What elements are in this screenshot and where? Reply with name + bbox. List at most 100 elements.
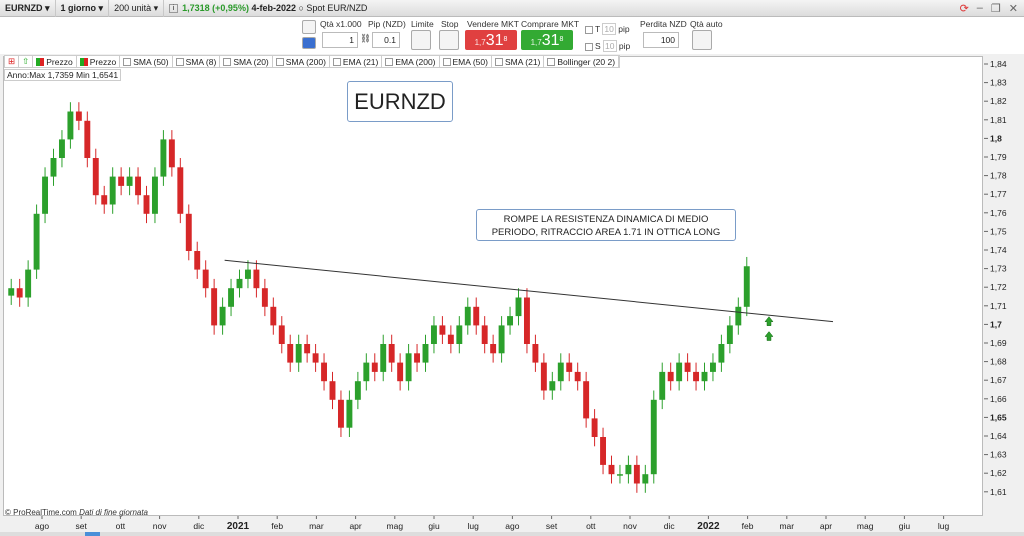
x-tick-label: giu xyxy=(428,521,440,531)
candle xyxy=(616,474,623,476)
indicator-price-1[interactable]: Prezzo xyxy=(33,56,77,67)
s-checkbox[interactable] xyxy=(585,42,593,51)
x-tick-label: mag xyxy=(857,521,874,531)
restore-icon[interactable]: ❐ xyxy=(990,3,1001,15)
loss-input[interactable]: 100 xyxy=(643,32,679,48)
candle xyxy=(743,266,750,307)
candle xyxy=(447,334,454,344)
timeframe: 1 giorno xyxy=(60,3,97,13)
keyboard-icon[interactable] xyxy=(302,37,316,49)
link-icon[interactable]: ⛓ xyxy=(360,33,371,43)
candle xyxy=(591,418,598,437)
candle xyxy=(422,344,429,363)
close-icon[interactable]: ✕ xyxy=(1008,3,1018,15)
trendline xyxy=(224,259,834,323)
candle xyxy=(312,353,319,363)
indicator-sma200[interactable]: SMA (200) xyxy=(273,56,330,67)
indicator-sma21[interactable]: SMA (21) xyxy=(492,56,545,67)
candle xyxy=(481,325,488,344)
sell-button[interactable]: 1,7318 xyxy=(465,30,517,50)
candle xyxy=(219,306,226,326)
candle xyxy=(557,362,564,382)
candle xyxy=(143,195,150,214)
y-tick-label: 1,74 xyxy=(990,245,1007,255)
y-tick-label: 1,83 xyxy=(990,78,1007,88)
sell-label: Vendere MKT xyxy=(467,19,519,29)
indicator-ema200[interactable]: EMA (200) xyxy=(382,56,440,67)
candle xyxy=(151,176,158,214)
candle xyxy=(726,325,733,344)
s-pip-unit: pip xyxy=(618,41,631,51)
indicator-ema21[interactable]: EMA (21) xyxy=(330,56,383,67)
y-tick-label: 1,61 xyxy=(990,487,1007,497)
refresh-icon[interactable]: ⟳ xyxy=(959,3,969,15)
s-label: S xyxy=(595,41,601,51)
x-tick-label: nov xyxy=(153,521,167,531)
annotation-box: ROMPE LA RESISTENZA DINAMICA DI MEDIO PE… xyxy=(476,209,736,241)
minimize-icon[interactable]: – xyxy=(976,2,983,14)
candle xyxy=(33,213,40,270)
y-tick-label: 1,72 xyxy=(990,282,1007,292)
x-tick-label: ago xyxy=(35,521,49,531)
candle xyxy=(211,288,218,326)
candle xyxy=(464,306,471,326)
horizontal-scrollbar[interactable] xyxy=(0,532,1024,536)
y-tick-label: 1,79 xyxy=(990,152,1007,162)
x-tick-label: mar xyxy=(779,521,794,531)
s-pip-input[interactable]: 10 xyxy=(603,40,617,52)
t-pip-unit: pip xyxy=(618,24,630,34)
instrument-name: Spot EUR/NZD xyxy=(306,3,368,13)
price-chart[interactable]: EURNZD ROMPE LA RESISTENZA DINAMICA DI M… xyxy=(3,56,983,516)
candle xyxy=(397,362,404,382)
t-pip-input[interactable]: 10 xyxy=(602,23,616,35)
candle xyxy=(16,288,23,298)
stop-order-button[interactable] xyxy=(439,30,459,50)
indicator-bollinger[interactable]: Bollinger (20 2) xyxy=(544,56,620,67)
indicator-sma8[interactable]: SMA (8) xyxy=(173,56,221,67)
pip-label: Pip (NZD) xyxy=(368,19,406,29)
x-tick-label: feb xyxy=(742,521,754,531)
symbol-select[interactable]: EURNZD ▾ xyxy=(0,0,56,17)
x-tick-label: lug xyxy=(938,521,950,531)
info-icon[interactable]: i xyxy=(169,3,179,13)
y-tick-label: 1,75 xyxy=(990,226,1007,236)
y-tick-label: 1,66 xyxy=(990,394,1007,404)
x-tick-label: set xyxy=(76,521,88,531)
candle xyxy=(507,316,514,326)
x-tick-label: nov xyxy=(623,521,637,531)
add-indicator-button[interactable]: ⇧ xyxy=(19,56,34,67)
candle xyxy=(583,381,590,419)
y-tick-label: 1,63 xyxy=(990,450,1007,460)
wrench-icon[interactable] xyxy=(302,20,316,34)
qty-input[interactable]: 1 xyxy=(322,32,358,48)
pip-input[interactable]: 0.1 xyxy=(372,32,400,48)
candle xyxy=(270,306,277,326)
units-select[interactable]: 200 unità ▾ xyxy=(109,0,165,17)
t-checkbox[interactable] xyxy=(585,25,593,34)
remove-indicator-button[interactable]: ⊞ xyxy=(5,56,20,67)
indicator-sma20[interactable]: SMA (20) xyxy=(220,56,273,67)
buy-button[interactable]: 1,7318 xyxy=(521,30,573,50)
candle xyxy=(405,353,412,382)
t-label: T xyxy=(595,24,601,34)
candle xyxy=(50,158,57,177)
x-tick-label: 2022 xyxy=(697,521,720,532)
candle xyxy=(92,158,99,196)
candle xyxy=(118,176,125,186)
y-tick-label: 1,62 xyxy=(990,468,1007,478)
candle xyxy=(126,176,133,186)
x-tick-label: ago xyxy=(505,521,519,531)
y-tick-label: 1,78 xyxy=(990,171,1007,181)
indicator-sma50[interactable]: SMA (50) xyxy=(120,56,173,67)
indicator-ema50[interactable]: EMA (50) xyxy=(440,56,492,67)
candle xyxy=(718,344,725,363)
x-tick-label: dic xyxy=(193,521,205,531)
candle xyxy=(498,325,505,354)
candle xyxy=(228,288,235,307)
auto-qty-button[interactable] xyxy=(692,30,712,50)
limit-order-button[interactable] xyxy=(411,30,431,50)
indicator-price-2[interactable]: Prezzo xyxy=(77,56,121,67)
y-tick-label: 1,81 xyxy=(990,115,1007,125)
timeframe-select[interactable]: 1 giorno ▾ xyxy=(56,0,110,17)
candle xyxy=(304,344,311,354)
